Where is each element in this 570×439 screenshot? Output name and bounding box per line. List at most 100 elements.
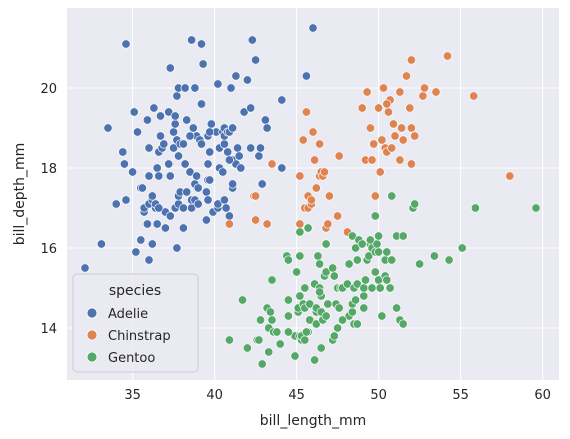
data-point-adelie: [136, 235, 146, 245]
data-point-adelie: [198, 59, 208, 69]
data-point-adelie: [170, 119, 180, 129]
data-point-adelie: [155, 111, 166, 121]
data-point-gentoo: [531, 203, 541, 213]
data-point-chinstrap: [324, 191, 334, 201]
data-point-adelie: [188, 123, 198, 133]
data-point-adelie: [170, 111, 180, 121]
data-point-adelie: [154, 203, 164, 213]
data-point-chinstrap: [418, 91, 428, 101]
data-point-chinstrap: [431, 87, 441, 97]
legend-title: species: [109, 283, 161, 299]
legend-label-chinstrap: Chinstrap: [108, 329, 171, 344]
grid-lines: [67, 8, 559, 380]
series-gentoo: [224, 191, 541, 369]
y-tick-label: 14: [40, 322, 57, 337]
x-tick-labels: 35 40 45 50 55 60: [124, 388, 551, 403]
data-point-chinstrap: [375, 167, 385, 177]
data-point-gentoo: [410, 199, 420, 209]
data-point-adelie: [173, 151, 184, 161]
legend: species Adelie Chinstrap Gentoo: [72, 273, 199, 373]
data-point-gentoo: [329, 271, 339, 281]
data-point-chinstrap: [388, 119, 398, 129]
data-point-chinstrap: [370, 191, 380, 201]
data-point-adelie: [224, 211, 234, 221]
data-point-adelie: [193, 199, 203, 209]
data-point-adelie: [160, 223, 170, 233]
data-point-gentoo: [382, 247, 392, 257]
data-point-gentoo: [337, 315, 348, 325]
data-point-gentoo: [315, 287, 325, 297]
data-point-gentoo: [267, 275, 277, 285]
legend-marker-gentoo: [86, 351, 98, 363]
data-point-chinstrap: [377, 135, 387, 145]
data-point-adelie: [196, 99, 207, 109]
data-point-gentoo: [359, 283, 369, 293]
data-point-adelie: [224, 155, 234, 165]
data-point-adelie: [187, 35, 197, 45]
data-point-gentoo: [387, 191, 397, 201]
data-point-chinstrap: [387, 143, 397, 153]
data-point-adelie: [121, 39, 131, 49]
data-point-chinstrap: [369, 139, 379, 149]
data-point-gentoo: [398, 319, 408, 329]
data-point-adelie: [185, 167, 195, 177]
data-point-adelie: [246, 143, 256, 153]
data-point-gentoo: [310, 355, 320, 365]
data-point-adelie: [169, 143, 179, 153]
data-point-gentoo: [370, 211, 380, 221]
data-point-adelie: [165, 211, 175, 221]
data-point-gentoo: [323, 299, 333, 309]
data-point-gentoo: [300, 283, 310, 293]
legend-marker-chinstrap: [86, 329, 98, 341]
data-point-chinstrap: [251, 215, 261, 225]
data-point-gentoo: [313, 251, 323, 261]
data-point-gentoo: [374, 247, 384, 257]
data-point-gentoo: [264, 347, 274, 357]
data-point-chinstrap: [295, 219, 305, 229]
data-point-adelie: [239, 107, 249, 117]
data-point-chinstrap: [398, 135, 408, 145]
data-point-chinstrap: [365, 123, 375, 133]
data-point-adelie: [149, 103, 159, 113]
data-point-adelie: [262, 123, 272, 133]
legend-marker-adelie: [86, 307, 98, 319]
data-point-gentoo: [374, 231, 384, 241]
data-point-adelie: [180, 83, 190, 93]
data-point-chinstrap: [295, 171, 305, 181]
data-point-adelie: [205, 175, 215, 185]
data-point-gentoo: [321, 311, 331, 321]
data-point-adelie: [147, 239, 157, 249]
data-point-adelie: [159, 139, 169, 149]
data-point-adelie: [213, 199, 223, 209]
data-point-gentoo: [305, 315, 315, 325]
data-point-adelie: [164, 107, 174, 117]
data-point-chinstrap: [357, 103, 367, 113]
data-point-gentoo: [292, 267, 302, 277]
data-point-adelie: [144, 171, 154, 181]
data-point-gentoo: [301, 327, 311, 337]
data-point-adelie: [121, 195, 131, 205]
data-point-adelie: [234, 151, 244, 161]
data-point-gentoo: [457, 243, 467, 253]
data-point-adelie: [255, 143, 266, 153]
x-tick-label: 40: [206, 388, 223, 403]
data-point-adelie: [185, 131, 195, 141]
data-point-gentoo: [352, 279, 362, 289]
data-point-chinstrap: [378, 83, 389, 93]
data-point-chinstrap: [311, 183, 321, 193]
data-point-chinstrap: [323, 219, 333, 229]
data-point-adelie: [80, 263, 90, 273]
data-point-gentoo: [295, 291, 305, 301]
data-point-adelie: [251, 55, 261, 65]
data-point-adelie: [132, 127, 143, 137]
data-point-chinstrap: [405, 103, 415, 113]
data-point-chinstrap: [406, 159, 416, 169]
series-chinstrap: [224, 51, 515, 237]
data-point-gentoo: [283, 327, 293, 337]
data-point-gentoo: [290, 351, 300, 361]
data-point-gentoo: [415, 259, 425, 269]
data-point-gentoo: [283, 295, 293, 305]
data-point-chinstrap: [224, 219, 234, 229]
data-point-adelie: [152, 163, 162, 173]
